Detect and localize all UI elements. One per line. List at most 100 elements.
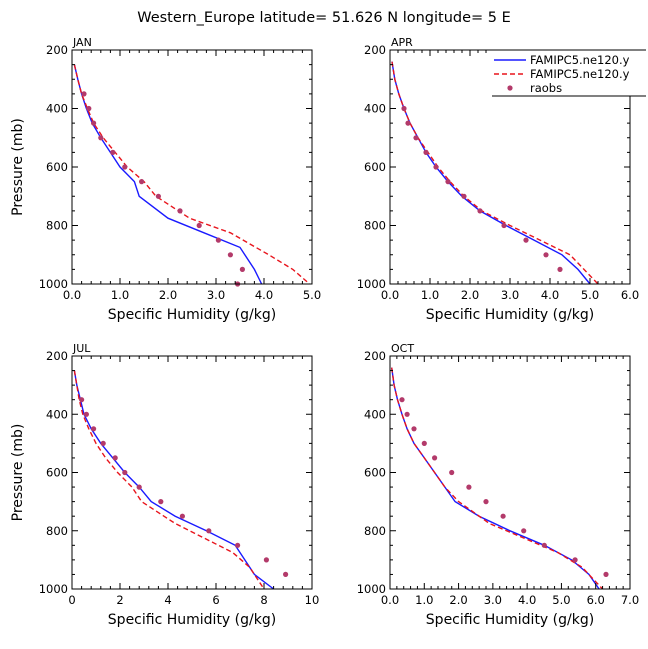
- y-tick-label: 1000: [39, 277, 68, 291]
- raobs-point: [122, 164, 128, 170]
- y-axis-label: Pressure (mb): [10, 424, 26, 522]
- raobs-point: [100, 440, 106, 446]
- x-tick-label: 4: [164, 593, 171, 607]
- x-axis-label: Specific Humidity (g/kg): [108, 307, 276, 323]
- raobs-point: [136, 484, 142, 490]
- y-tick-label: 200: [46, 43, 68, 57]
- y-tick-label: 400: [46, 407, 68, 421]
- raobs-point: [263, 557, 269, 563]
- raobs-point: [500, 513, 506, 519]
- raobs-point: [283, 571, 289, 578]
- x-tick-label: 2.0: [461, 288, 479, 302]
- x-tick-label: 6: [212, 593, 219, 607]
- panel-oct: 0.0 1.0 2.0 3.0 4.0 5.0 6.0 7.0 200 400 600 800 1000…: [357, 342, 639, 628]
- x-tick-label: 6.0: [621, 288, 639, 302]
- y-tick-label: 200: [364, 43, 386, 57]
- x-axis-label: Specific Humidity (g/kg): [426, 307, 594, 323]
- raobs-point: [501, 222, 507, 229]
- raobs-point: [541, 542, 547, 548]
- y-tick-label: 400: [364, 407, 386, 421]
- raobs-point: [155, 193, 161, 199]
- raobs-point: [432, 455, 438, 461]
- panel-title: OCT: [391, 342, 414, 355]
- y-tick-label: 200: [364, 349, 386, 363]
- raobs-point: [91, 120, 97, 126]
- y-tick-label: 800: [364, 524, 386, 538]
- raobs-point: [83, 411, 89, 417]
- x-tick-label: 0.0: [63, 288, 81, 302]
- model-line-dashed: [391, 367, 604, 590]
- model-line-solid: [73, 64, 263, 285]
- legend-swatch-marker: [507, 85, 513, 91]
- panel-title: JUL: [72, 342, 91, 355]
- raobs-point: [449, 469, 455, 476]
- raobs-point: [235, 542, 241, 548]
- figure-title: Western_Europe latitude= 51.626 N longit…: [137, 10, 511, 26]
- raobs-point: [122, 469, 128, 476]
- plot-frame: [389, 355, 631, 590]
- raobs-point: [81, 91, 87, 97]
- raobs-point: [399, 397, 405, 403]
- x-tick-label: 2: [116, 593, 123, 607]
- plot-frame: [71, 49, 313, 285]
- x-tick-label: 3.0: [207, 288, 225, 302]
- raobs-point: [603, 571, 609, 578]
- x-tick-label: 2.0: [449, 593, 467, 607]
- x-tick-label: 2.0: [159, 288, 177, 302]
- model-line-dashed: [73, 64, 311, 285]
- raobs-point: [215, 237, 221, 243]
- raobs-point: [521, 528, 527, 534]
- x-tick-label: 7.0: [621, 593, 639, 607]
- plot-frame: [71, 355, 313, 590]
- x-tick-label: 8: [260, 593, 267, 607]
- raobs-point: [543, 252, 549, 258]
- model-line-dashed: [391, 61, 599, 285]
- raobs-point: [461, 193, 467, 199]
- panel-jul: 0 2 4 6 8 10 200 400 600 800 1000 JUL Specific Humid…: [10, 342, 319, 628]
- raobs-point: [112, 455, 118, 461]
- y-tick-label: 800: [46, 219, 68, 233]
- x-tick-label: 1.0: [111, 288, 129, 302]
- raobs-point: [466, 484, 472, 490]
- legend-label: FAMIPC5.ne120.y: [530, 67, 630, 81]
- raobs-point: [411, 426, 417, 432]
- raobs-point: [413, 135, 419, 141]
- raobs-point: [91, 426, 97, 432]
- raobs-point: [98, 135, 104, 141]
- x-tick-label: 0: [68, 593, 75, 607]
- x-tick-label: 5.0: [303, 288, 321, 302]
- x-tick-label: 5.0: [552, 593, 570, 607]
- x-tick-label: 4.0: [541, 288, 559, 302]
- raobs-point: [79, 397, 85, 403]
- raobs-point: [206, 528, 212, 534]
- y-tick-label: 1000: [357, 277, 386, 291]
- y-tick-label: 200: [46, 349, 68, 363]
- legend-label: raobs: [530, 81, 562, 95]
- x-tick-label: 0.0: [381, 593, 399, 607]
- y-tick-label: 800: [364, 219, 386, 233]
- raobs-point: [557, 266, 563, 272]
- y-tick-label: 600: [364, 466, 386, 480]
- x-tick-label: 3.0: [501, 288, 519, 302]
- y-tick-label: 800: [46, 524, 68, 538]
- x-tick-label: 1.0: [415, 593, 433, 607]
- raobs-point: [445, 179, 451, 185]
- raobs-point: [139, 179, 145, 185]
- raobs-point: [572, 557, 578, 563]
- x-tick-label: 0.0: [381, 288, 399, 302]
- model-line-solid: [73, 370, 275, 590]
- model-line-solid: [391, 367, 600, 590]
- y-tick-label: 1000: [357, 582, 386, 596]
- raobs-point: [401, 105, 407, 112]
- panel-title: APR: [391, 36, 413, 49]
- x-tick-label: 10: [305, 593, 320, 607]
- raobs-point: [177, 208, 183, 214]
- x-tick-label: 6.0: [587, 593, 605, 607]
- raobs-point: [179, 513, 185, 519]
- raobs-point: [421, 440, 427, 446]
- raobs-point: [158, 499, 164, 505]
- panel-title: JAN: [72, 36, 92, 49]
- x-tick-label: 5.0: [581, 288, 599, 302]
